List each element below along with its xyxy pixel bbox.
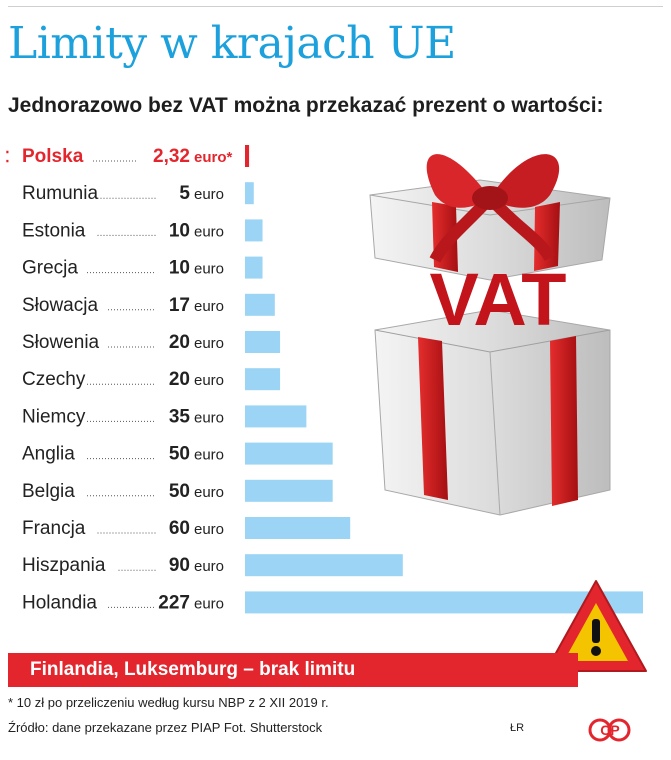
unit-label: euro*: [194, 149, 233, 166]
category-label: Grecja: [22, 258, 78, 279]
bar: [245, 182, 254, 205]
author-initials: ŁR: [510, 722, 525, 734]
bar: [245, 219, 263, 242]
category-label: Polska: [22, 146, 84, 167]
bar: [245, 479, 333, 502]
warning-triangle-icon: [545, 580, 647, 672]
category-label: Francja: [22, 518, 86, 539]
cp-logo-text: CP: [600, 722, 619, 738]
value-label: 10: [169, 220, 190, 241]
gift-box-icon: VAT: [369, 154, 611, 516]
bar: [245, 368, 281, 391]
value-label: 35: [169, 406, 191, 427]
highlight-marker: ⁚: [5, 149, 10, 166]
bar: [245, 145, 250, 167]
category-label: Hiszpania: [22, 555, 106, 576]
unit-label: euro: [194, 558, 224, 575]
category-label: Estonia: [22, 220, 86, 241]
value-label: 90: [169, 555, 190, 576]
category-label: Belgia: [22, 481, 75, 502]
unit-label: euro: [194, 521, 224, 538]
unit-label: euro: [194, 335, 224, 352]
unit-label: euro: [194, 372, 224, 389]
bar: [245, 405, 307, 428]
unit-label: euro: [194, 409, 224, 426]
category-label: Anglia: [22, 444, 75, 465]
value-label: 50: [169, 481, 190, 502]
unit-label: euro: [194, 186, 224, 203]
bar: [245, 517, 351, 539]
unit-label: euro: [194, 223, 224, 240]
category-label: Holandia: [22, 592, 97, 613]
bar: [245, 293, 275, 316]
bar: [245, 554, 403, 577]
bar: [245, 331, 281, 353]
cp-logo: CP: [588, 718, 631, 742]
value-label: 2,32: [153, 146, 190, 167]
chart-title: Limity w krajach UE: [8, 18, 456, 69]
unit-label: euro: [194, 447, 224, 464]
value-label: 20: [169, 332, 190, 353]
chart-subtitle: Jednorazowo bez VAT można przekazać prez…: [8, 94, 604, 117]
bar: [245, 442, 333, 465]
value-label: 17: [169, 295, 190, 316]
value-label: 60: [169, 518, 190, 539]
category-label: Słowacja: [22, 295, 98, 316]
footnote: * 10 zł po przeliczeniu według kursu NBP…: [8, 695, 329, 710]
source-line: Źródło: dane przekazane przez PIAP Fot. …: [8, 720, 323, 735]
unit-label: euro: [194, 595, 224, 612]
value-label: 50: [169, 444, 190, 465]
top-divider: [8, 6, 663, 7]
value-label: 10: [169, 258, 190, 279]
category-label: Niemcy: [22, 406, 86, 427]
no-limit-banner-text: Finlandia, Luksemburg – brak limitu: [30, 659, 356, 680]
unit-label: euro: [194, 261, 224, 278]
bar: [245, 256, 263, 279]
value-label: 5: [179, 183, 190, 204]
gift-vat-label: VAT: [429, 258, 566, 341]
category-label: Rumunia: [22, 183, 98, 204]
value-label: 227: [158, 592, 190, 613]
bar: [245, 591, 643, 614]
unit-label: euro: [194, 298, 224, 315]
unit-label: euro: [194, 484, 224, 501]
category-label: Słowenia: [22, 332, 100, 353]
category-label: Czechy: [22, 369, 86, 390]
no-limit-banner: Finlandia, Luksemburg – brak limitu: [8, 653, 578, 687]
value-label: 20: [169, 369, 190, 390]
